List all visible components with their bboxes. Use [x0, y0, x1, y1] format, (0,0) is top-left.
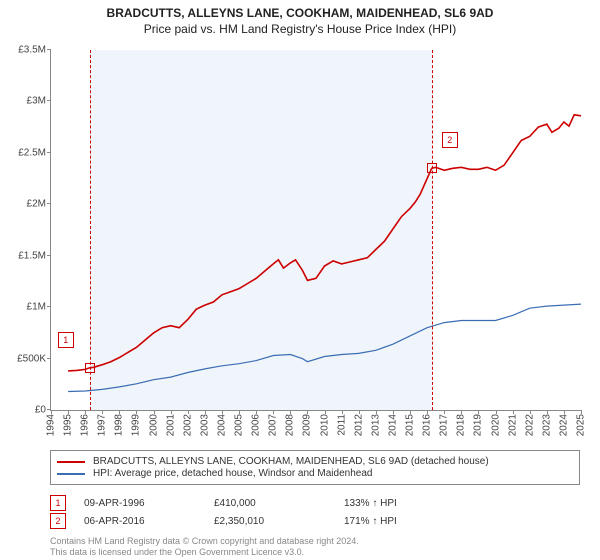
- sale-callout-1: 1: [58, 332, 74, 348]
- series-price: [68, 115, 581, 371]
- x-tick-label: 2013: [370, 414, 381, 436]
- x-tick-label: 2010: [319, 414, 330, 436]
- x-tick-label: 1997: [97, 414, 108, 436]
- x-tick-label: 2011: [336, 414, 347, 436]
- x-tick-label: 1996: [80, 414, 91, 436]
- sale-pct-2: 171% ↑ HPI: [344, 516, 474, 527]
- y-tick-label: £3M: [27, 96, 46, 107]
- y-tick-label: £2M: [27, 199, 46, 210]
- sale-vline-1: [90, 50, 91, 410]
- sale-callout-2: 2: [442, 132, 458, 148]
- y-tick-label: £0: [35, 405, 46, 416]
- sale-marker-2: 2: [50, 513, 66, 529]
- x-tick-label: 2001: [165, 414, 176, 436]
- x-tick-label: 2018: [456, 414, 467, 436]
- legend-swatch-hpi: [57, 473, 85, 475]
- sale-marker-1: 1: [50, 495, 66, 511]
- x-tick-label: 2003: [199, 414, 210, 436]
- x-tick-label: 2025: [576, 414, 587, 436]
- sale-price-1: £410,000: [214, 498, 344, 509]
- y-tick-label: £500K: [17, 353, 46, 364]
- series-hpi: [68, 304, 581, 391]
- x-tick-label: 2012: [353, 414, 364, 436]
- x-tick-label: 2022: [524, 414, 535, 436]
- sale-row-2: 2 06-APR-2016 £2,350,010 171% ↑ HPI: [50, 513, 580, 529]
- legend-row-hpi: HPI: Average price, detached house, Wind…: [57, 468, 573, 479]
- y-tick-label: £2.5M: [18, 147, 46, 158]
- x-tick-label: 2016: [422, 414, 433, 436]
- x-tick-label: 2006: [251, 414, 262, 436]
- x-tick-label: 2019: [473, 414, 484, 436]
- x-tick-label: 2015: [405, 414, 416, 436]
- chart-lines-svg: [51, 50, 581, 410]
- chart-container: BRADCUTTS, ALLEYNS LANE, COOKHAM, MAIDEN…: [0, 0, 600, 560]
- x-tick-label: 1994: [46, 414, 57, 436]
- legend-label-price: BRADCUTTS, ALLEYNS LANE, COOKHAM, MAIDEN…: [93, 456, 489, 467]
- x-tick-label: 2008: [285, 414, 296, 436]
- x-tick-label: 2020: [490, 414, 501, 436]
- footer-line-1: Contains HM Land Registry data © Crown c…: [50, 536, 359, 547]
- legend-row-price: BRADCUTTS, ALLEYNS LANE, COOKHAM, MAIDEN…: [57, 456, 573, 467]
- x-tick-label: 1999: [131, 414, 142, 436]
- sale-date-1: 09-APR-1996: [84, 498, 214, 509]
- y-tick-label: £1.5M: [18, 250, 46, 261]
- x-tick-label: 2014: [387, 414, 398, 436]
- sale-pct-1: 133% ↑ HPI: [344, 498, 474, 509]
- x-tick-label: 2017: [439, 414, 450, 436]
- title-block: BRADCUTTS, ALLEYNS LANE, COOKHAM, MAIDEN…: [0, 0, 600, 36]
- x-tick-label: 1998: [114, 414, 125, 436]
- legend-swatch-price: [57, 461, 85, 463]
- footer-line-2: This data is licensed under the Open Gov…: [50, 547, 359, 558]
- sale-price-2: £2,350,010: [214, 516, 344, 527]
- legend-label-hpi: HPI: Average price, detached house, Wind…: [93, 468, 372, 479]
- sale-point-1: [85, 363, 95, 373]
- x-tick-label: 2021: [507, 414, 518, 436]
- sale-vline-2: [432, 50, 433, 410]
- x-tick-label: 2000: [148, 414, 159, 436]
- legend-box: BRADCUTTS, ALLEYNS LANE, COOKHAM, MAIDEN…: [50, 450, 580, 485]
- chart-plot-area: £0£500K£1M£1.5M£2M£2.5M£3M£3.5M199419951…: [50, 50, 581, 411]
- x-tick-label: 2024: [558, 414, 569, 436]
- x-tick-label: 2004: [216, 414, 227, 436]
- x-tick-label: 2005: [234, 414, 245, 436]
- x-tick-label: 2002: [182, 414, 193, 436]
- sale-date-2: 06-APR-2016: [84, 516, 214, 527]
- x-tick-label: 2007: [268, 414, 279, 436]
- sale-point-2: [427, 163, 437, 173]
- title-line-2: Price paid vs. HM Land Registry's House …: [0, 22, 600, 36]
- footer: Contains HM Land Registry data © Crown c…: [50, 536, 359, 558]
- y-tick-label: £3.5M: [18, 45, 46, 56]
- sale-row-1: 1 09-APR-1996 £410,000 133% ↑ HPI: [50, 495, 580, 511]
- x-tick-label: 2023: [541, 414, 552, 436]
- x-tick-label: 2009: [302, 414, 313, 436]
- y-tick-label: £1M: [27, 302, 46, 313]
- title-line-1: BRADCUTTS, ALLEYNS LANE, COOKHAM, MAIDEN…: [0, 6, 600, 20]
- x-tick-label: 1995: [63, 414, 74, 436]
